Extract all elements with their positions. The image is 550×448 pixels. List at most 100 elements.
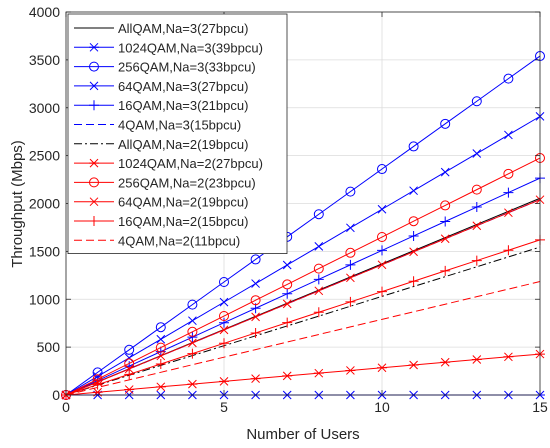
data-point: [313, 368, 324, 378]
data-point: [377, 286, 387, 297]
data-point: [188, 338, 197, 348]
data-point: [314, 286, 324, 296]
legend-label: 1024QAM,Na=3(39bpcu): [118, 40, 263, 55]
data-point: [187, 348, 198, 359]
data-point: [155, 342, 166, 353]
y-tick-label: 500: [37, 339, 61, 355]
data-point: [219, 277, 229, 288]
data-point: [503, 168, 514, 179]
data-point: [345, 186, 356, 197]
y-tick-label: 3500: [29, 52, 60, 68]
data-point: [503, 73, 514, 84]
data-point: [251, 312, 260, 322]
series-line: [65, 281, 541, 396]
data-point: [251, 279, 260, 288]
legend-marker: [89, 197, 99, 207]
data-point: [472, 149, 482, 158]
data-point: [440, 216, 451, 227]
legend-entry: AllQAM,Na=3(27bpcu): [74, 21, 248, 36]
data-point: [313, 263, 324, 274]
data-point: [345, 296, 356, 307]
data-point: [471, 255, 482, 266]
data-point: [471, 184, 482, 195]
data-point: [377, 204, 387, 214]
data-point: [503, 187, 514, 198]
legend-entry: 16QAM,Na=2(15bpcu): [74, 214, 248, 229]
y-tick-label: 2500: [29, 148, 60, 164]
data-point: [155, 322, 166, 333]
data-point: [155, 382, 166, 392]
data-point: [346, 273, 355, 283]
data-point: [346, 223, 355, 233]
data-point: [504, 208, 513, 218]
data-point: [282, 279, 293, 290]
legend-label: 64QAM,Na=3(27bpcu): [118, 79, 248, 94]
data-point: [250, 295, 261, 306]
data-point: [440, 118, 451, 129]
legend-marker: [89, 100, 99, 111]
x-tick-label: 15: [532, 399, 548, 415]
series-line: [65, 246, 541, 396]
data-point: [471, 202, 482, 213]
data-point: [282, 288, 293, 299]
data-point: [409, 186, 418, 196]
data-point: [345, 247, 356, 258]
data-point: [504, 130, 513, 140]
data-point: [471, 96, 482, 107]
data-point: [250, 327, 261, 338]
legend-marker: [89, 177, 99, 188]
series-line: [65, 199, 541, 396]
series-line: [65, 115, 541, 396]
data-point: [472, 221, 482, 231]
data-point: [377, 260, 387, 270]
series-line: [65, 157, 541, 396]
data-point: [409, 247, 418, 257]
legend-marker: [89, 81, 99, 91]
data-point: [155, 358, 166, 369]
data-point: [282, 317, 293, 328]
legend-box: [67, 13, 288, 255]
data-point: [408, 276, 419, 287]
legend-entry: 4QAM,Na=3(15bpcu): [74, 118, 241, 133]
data-point: [440, 234, 450, 244]
data-point: [408, 360, 419, 370]
data-point: [282, 260, 292, 270]
data-point: [282, 371, 293, 381]
data-point: [345, 259, 356, 270]
data-point: [219, 317, 229, 328]
legend-entry: 1024QAM,Na=3(39bpcu): [74, 40, 263, 55]
y-tick-label: 4000: [29, 4, 60, 20]
data-point: [219, 311, 229, 322]
data-point: [250, 374, 261, 383]
data-point: [377, 232, 387, 243]
data-point: [440, 167, 450, 177]
data-point: [471, 355, 482, 364]
data-point: [377, 363, 387, 373]
legend-label: 4QAM,Na=2(11bpcu): [118, 233, 240, 248]
legend-entry: 256QAM,Na=2(23bpcu): [74, 175, 256, 190]
data-point: [408, 230, 419, 241]
x-axis-label: Number of Users: [246, 426, 359, 443]
y-tick-label: 1500: [29, 243, 60, 259]
legend-label: 16QAM,Na=2(15bpcu): [118, 214, 248, 229]
data-point: [314, 242, 324, 251]
data-point: [219, 377, 229, 386]
data-point: [124, 369, 135, 380]
legend-entry: AllQAM,Na=2(19bpcu): [74, 137, 248, 152]
data-point: [503, 245, 514, 256]
data-point: [92, 379, 103, 390]
series-line: [65, 353, 541, 396]
legend-label: 64QAM,Na=2(19bpcu): [118, 195, 248, 210]
data-point: [219, 338, 229, 349]
data-point: [440, 265, 451, 276]
data-point: [219, 325, 229, 335]
y-axis-label: Throughput (Mbps): [9, 140, 26, 268]
data-point: [187, 299, 198, 310]
legend-entry: 4QAM,Na=2(11bpcu): [74, 233, 240, 248]
legend: AllQAM,Na=3(27bpcu) 1024QAM,Na=3(39bpcu) 2…: [67, 13, 288, 255]
data-point: [188, 316, 197, 326]
x-tick-label: 10: [374, 399, 390, 415]
data-point: [156, 334, 166, 344]
legend-entry: 256QAM,Na=3(33bpcu): [74, 60, 256, 75]
legend-label: 256QAM,Na=2(23bpcu): [118, 175, 256, 190]
